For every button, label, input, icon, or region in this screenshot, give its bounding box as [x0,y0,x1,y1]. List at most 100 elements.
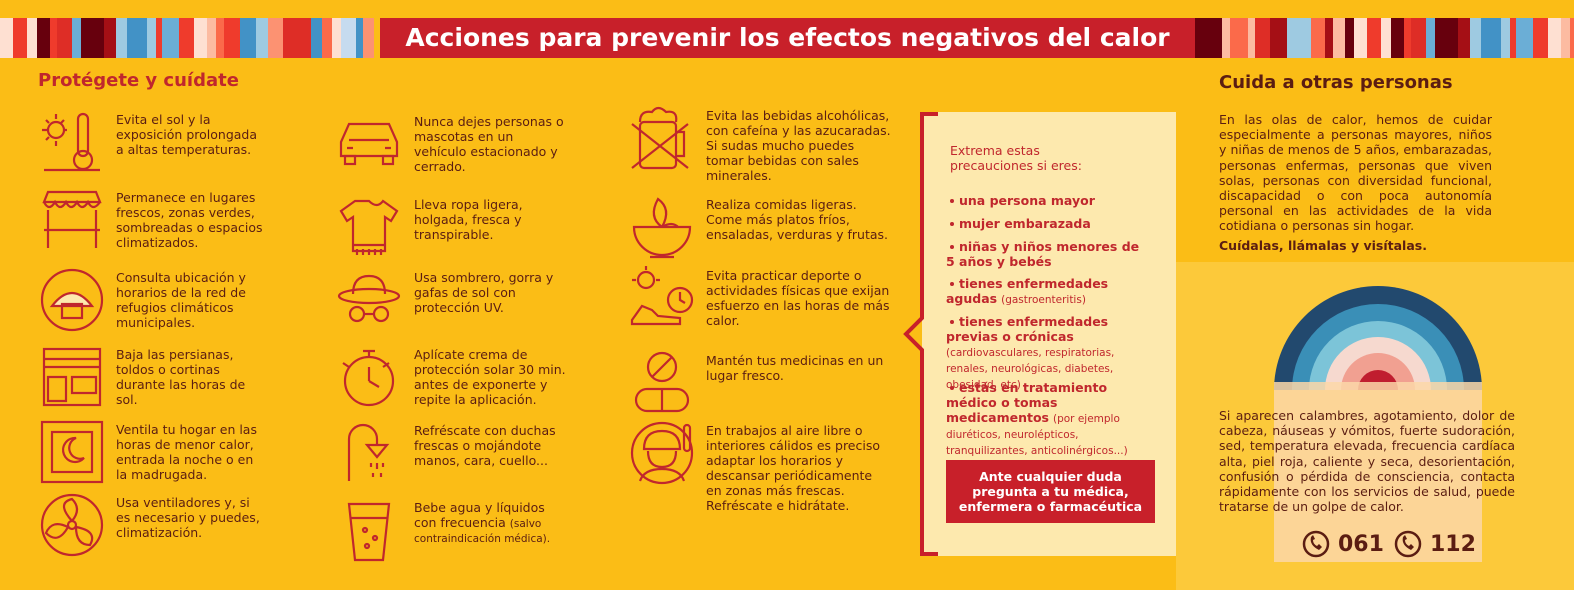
icon [40,493,104,557]
action-item: En trabajos al aire libre o interiores c… [706,423,891,513]
precaution: tienes enfermedades agudas (gastroenteri… [946,276,1151,307]
stripe [1435,18,1452,58]
action-item: Usa ventiladores y, si es necesario y pu… [116,495,264,540]
precaution: tienes enfermedades previas o crónicas (… [946,314,1151,392]
action-text: Evita las bebidas alcohólicas, con cafeí… [706,108,891,183]
precaution-bold: mujer embarazada [959,216,1091,231]
icon [40,420,104,484]
stripe [72,18,81,58]
stripe [1333,18,1345,58]
action-item: Bebe agua y líquidos con frecuencia (sal… [414,500,569,545]
action-item: Aplícate crema de protección solar 30 mi… [414,347,569,407]
stripe [1381,18,1391,58]
phone-icons [1302,530,1422,558]
advice-button: Ante cualquier duda pregunta a tu médica… [946,460,1155,523]
stripe [27,18,37,58]
action-item: Consulta ubicación y horarios de la red … [116,270,264,330]
stripe [1501,18,1510,58]
stripe [81,18,98,58]
stripe [1311,18,1325,58]
stripe [363,18,374,58]
stripe [0,18,13,58]
action-item: Mantén tus medicinas en un lugar fresco. [706,353,891,383]
action-text: Realiza comidas ligeras. Come más platos… [706,197,889,242]
stripe [104,18,116,58]
stripe [1404,18,1411,58]
stripe [127,18,139,58]
icon [347,423,390,481]
stripe [179,18,194,58]
precaution-bold: tienes enfermedades previas o crónicas [946,314,1109,344]
action-text: Permanece en lugares frescos, zonas verd… [116,190,263,250]
paragraph: En las olas de calor, hemos de cuidar es… [1219,112,1492,234]
stripe [1367,18,1381,58]
icon [630,266,694,326]
bullet [950,320,954,324]
precaution: mujer embarazada [946,216,1151,231]
stripe [1570,18,1574,58]
icon [630,421,694,485]
stripe [216,18,224,58]
action-item: Evita practicar deporte o actividades fí… [706,268,891,328]
action-text: Usa sombrero, gorra y gafas de sol con p… [414,270,554,315]
precaution-bold: niñas y niños menores de 5 años y bebés [946,239,1140,269]
action-item: Permanece en lugares frescos, zonas verd… [116,190,264,250]
stripe [322,18,332,58]
stripe [304,18,311,58]
action-text: Consulta ubicación y horarios de la red … [116,270,246,330]
stripe [332,18,341,58]
action-text: Mantén tus medicinas en un lugar fresco. [706,353,884,383]
action-text: Refréscate con duchas frescas o mojándot… [414,423,556,468]
bullet [950,199,954,203]
stripe [268,18,283,58]
stripe [1195,18,1213,58]
icon [339,199,399,255]
stripe [147,18,156,58]
icon [631,106,689,170]
icon [342,349,395,407]
stripe [341,18,356,58]
icon [634,351,690,413]
stripe [1230,18,1248,58]
action-item: Ventila tu hogar en las horas de menor c… [116,422,264,482]
stripe [356,18,363,58]
action-item: Realiza comidas ligeras. Come más platos… [706,197,891,242]
action-text: Lleva ropa ligera, holgada, fresca y tra… [414,197,523,242]
stripe [37,18,50,58]
action-item: Nunca dejes personas o mascotas en un ve… [414,114,569,174]
stripe [1452,18,1458,58]
action-text: En trabajos al aire libre o interiores c… [706,423,881,513]
bracket [903,112,938,556]
stripe [13,18,27,58]
stripe [1222,18,1230,58]
stripe [1493,18,1501,58]
stripe [1354,18,1367,58]
precaution-bold: estás en tratamiento médico o tomas medi… [946,380,1108,425]
stripe [1325,18,1333,58]
stripe [1561,18,1570,58]
precautions-intro: Extrema estas precauciones si eres: [950,143,1082,173]
icon [632,197,692,259]
stripe [194,18,207,58]
bullet [950,245,954,249]
stripe [1516,18,1533,58]
stripe [139,18,147,58]
rainbow [1274,286,1482,562]
precaution-note: (por ejemplo diuréticos, neurolépticos, … [946,413,1128,457]
stripe [1255,18,1270,58]
stripes [0,18,1574,58]
bullet [950,386,954,390]
precaution-note: (gastroenteritis) [1001,294,1086,306]
action-item: Evita el sol y la exposición prolongada … [116,112,264,157]
stripe [1510,18,1516,58]
icon [40,268,104,332]
precaution: niñas y niños menores de 5 años y bebés [946,239,1151,269]
stripe [283,18,294,58]
stripe [1458,18,1470,58]
precaution: estás en tratamiento médico o tomas medi… [946,380,1151,458]
stripe [1248,18,1255,58]
icon [337,274,401,323]
bullet [950,222,954,226]
stripe [294,18,304,58]
